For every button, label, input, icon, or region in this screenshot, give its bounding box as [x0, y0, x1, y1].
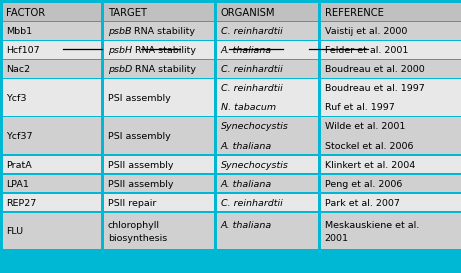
Text: A. thaliana: A. thaliana	[221, 46, 272, 55]
Text: Synechocystis: Synechocystis	[221, 123, 289, 132]
Text: A. thaliana: A. thaliana	[221, 180, 272, 189]
Text: Ycf3: Ycf3	[6, 94, 27, 103]
Text: Ycf37: Ycf37	[6, 132, 33, 141]
Bar	[3, 3, 101, 21]
Text: PSI assembly: PSI assembly	[108, 132, 171, 141]
Bar	[217, 194, 318, 211]
Bar	[3, 79, 101, 116]
Bar	[3, 117, 101, 154]
Bar	[104, 3, 214, 21]
Bar	[217, 117, 318, 154]
Text: C. reinhardtii: C. reinhardtii	[221, 27, 283, 36]
Text: psbD: psbD	[108, 66, 132, 74]
Text: A. thaliana: A. thaliana	[221, 221, 272, 230]
Bar	[104, 174, 214, 192]
Text: FACTOR: FACTOR	[6, 8, 46, 18]
Bar	[3, 41, 101, 59]
Text: psbH: psbH	[108, 46, 132, 55]
Text: RNA stability: RNA stability	[131, 27, 195, 36]
Text: Wilde et al. 2001: Wilde et al. 2001	[325, 123, 405, 132]
Text: Boudreau et al. 2000: Boudreau et al. 2000	[325, 66, 424, 74]
Text: RNA stability: RNA stability	[132, 66, 196, 74]
Bar	[217, 60, 318, 78]
Text: Mbb1: Mbb1	[6, 27, 33, 36]
Text: LPA1: LPA1	[6, 180, 30, 189]
Bar	[104, 22, 214, 40]
Bar	[321, 194, 461, 211]
Text: chlorophyll: chlorophyll	[108, 221, 160, 230]
Text: Nac2: Nac2	[6, 66, 30, 74]
Bar	[104, 156, 214, 173]
Bar	[217, 3, 318, 21]
Text: C. reinhardtii: C. reinhardtii	[221, 84, 283, 93]
Text: TARGET: TARGET	[108, 8, 147, 18]
Bar	[217, 41, 318, 59]
Bar	[3, 194, 101, 211]
Bar	[3, 60, 101, 78]
Bar	[321, 156, 461, 173]
Bar	[104, 213, 214, 249]
Bar	[217, 22, 318, 40]
Bar	[321, 3, 461, 21]
Text: REP27: REP27	[6, 199, 37, 207]
Text: Hcf107: Hcf107	[6, 46, 40, 55]
Text: REFERENCE: REFERENCE	[325, 8, 384, 18]
Bar	[3, 22, 101, 40]
Text: 2001: 2001	[325, 234, 349, 243]
Bar	[3, 213, 101, 249]
Bar	[321, 41, 461, 59]
Bar	[104, 60, 214, 78]
Text: Boudreau et al. 1997: Boudreau et al. 1997	[325, 84, 424, 93]
Text: Felder et al. 2001: Felder et al. 2001	[325, 46, 408, 55]
Bar	[3, 174, 101, 192]
Bar	[3, 156, 101, 173]
Text: PSI assembly: PSI assembly	[108, 94, 171, 103]
Text: RNA stability: RNA stability	[132, 46, 196, 55]
Bar	[321, 22, 461, 40]
Bar	[321, 79, 461, 116]
Bar	[217, 156, 318, 173]
Text: psbB: psbB	[108, 27, 131, 36]
Text: Ruf et al. 1997: Ruf et al. 1997	[325, 103, 394, 112]
Text: PSII repair: PSII repair	[108, 199, 156, 207]
Text: PSII assembly: PSII assembly	[108, 180, 173, 189]
Bar	[104, 117, 214, 154]
Bar	[217, 174, 318, 192]
Text: PratA: PratA	[6, 161, 32, 170]
Text: Peng et al. 2006: Peng et al. 2006	[325, 180, 402, 189]
Bar	[217, 213, 318, 249]
Text: C. reinhardtii: C. reinhardtii	[221, 66, 283, 74]
Bar	[104, 194, 214, 211]
Text: biosynthesis: biosynthesis	[108, 234, 167, 243]
Text: PSII assembly: PSII assembly	[108, 161, 173, 170]
Text: Synechocystis: Synechocystis	[221, 161, 289, 170]
Text: C. reinhardtii: C. reinhardtii	[221, 199, 283, 207]
Text: Vaistij et al. 2000: Vaistij et al. 2000	[325, 27, 407, 36]
Bar	[321, 117, 461, 154]
Text: Stockel et al. 2006: Stockel et al. 2006	[325, 141, 413, 150]
Text: Meskauskiene et al.: Meskauskiene et al.	[325, 221, 419, 230]
Bar	[321, 213, 461, 249]
Bar	[321, 174, 461, 192]
Text: Klinkert et al. 2004: Klinkert et al. 2004	[325, 161, 415, 170]
Text: A. thaliana: A. thaliana	[221, 141, 272, 150]
Text: FLU: FLU	[6, 227, 24, 236]
Text: ORGANISM: ORGANISM	[221, 8, 275, 18]
Bar	[104, 79, 214, 116]
Bar	[104, 41, 214, 59]
Bar	[217, 79, 318, 116]
Bar	[321, 60, 461, 78]
Text: Park et al. 2007: Park et al. 2007	[325, 199, 399, 207]
Text: N. tabacum: N. tabacum	[221, 103, 276, 112]
